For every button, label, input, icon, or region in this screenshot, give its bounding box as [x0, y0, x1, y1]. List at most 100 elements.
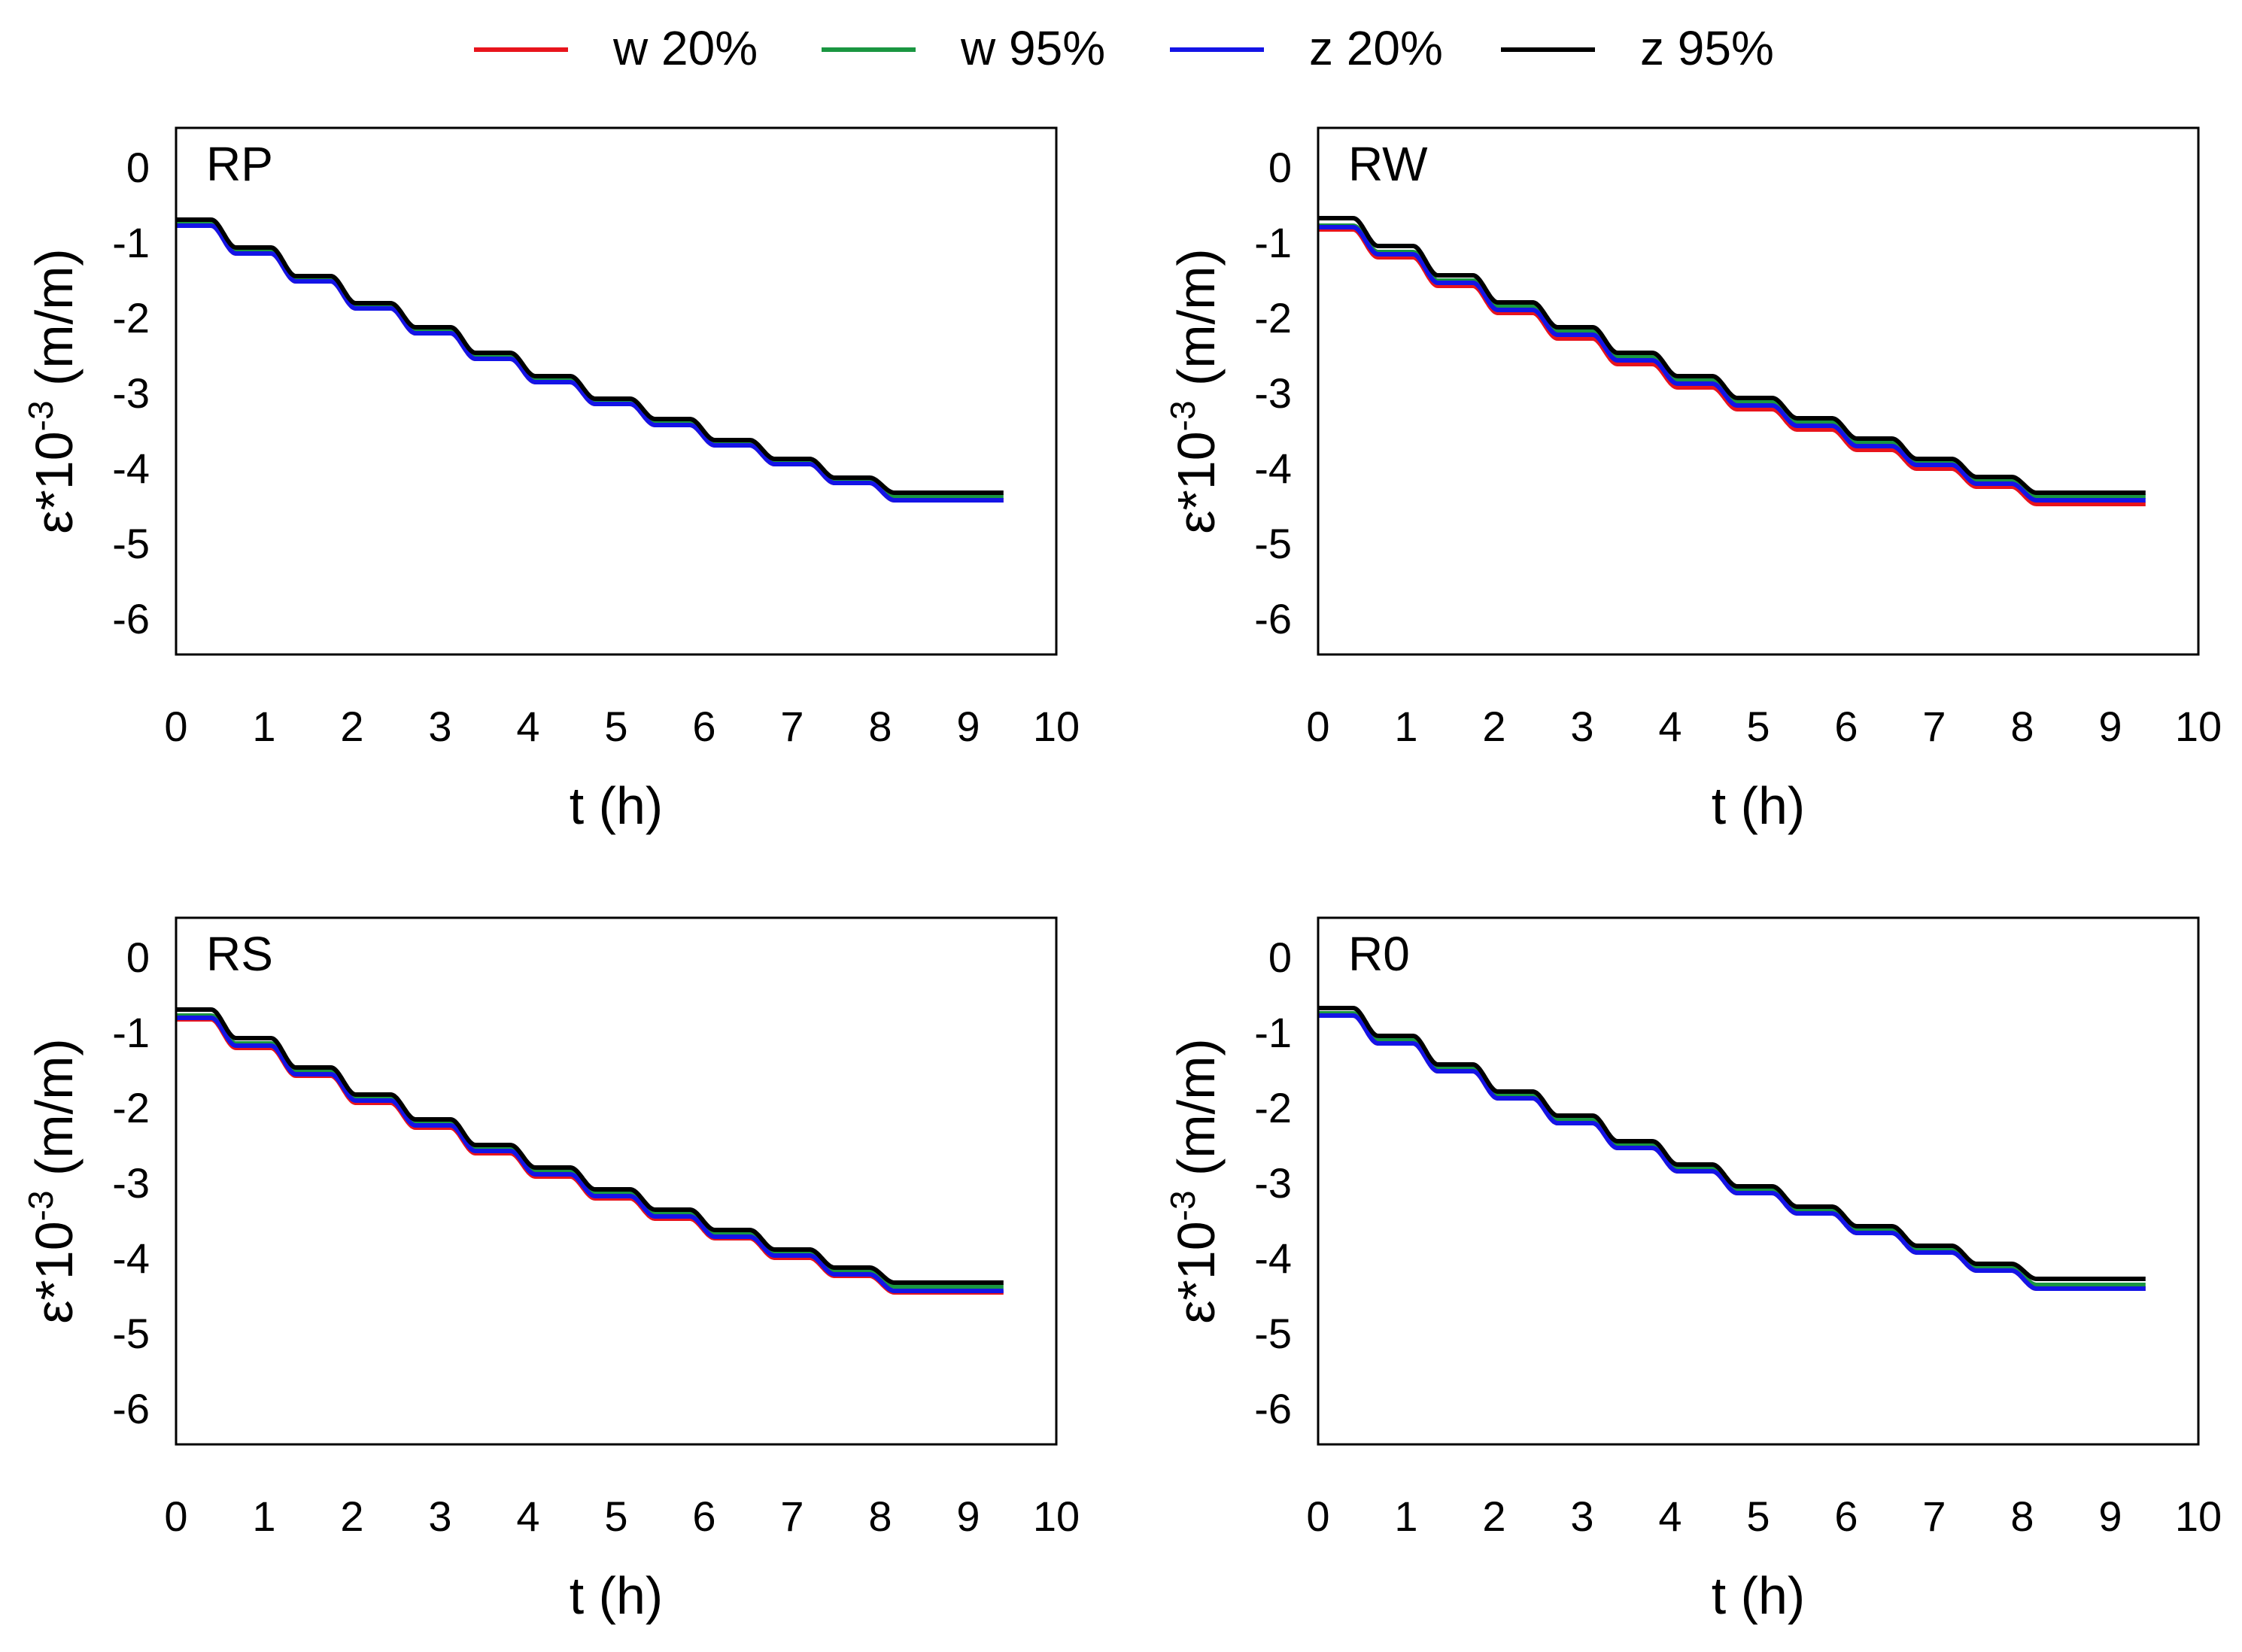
x-tick-label: 4 — [516, 703, 539, 750]
y-tick-label: 0 — [1268, 144, 1292, 191]
x-tick-label: 5 — [1746, 1493, 1770, 1540]
x-tick-label: 1 — [1394, 1493, 1417, 1540]
y-tick-label: -5 — [112, 520, 150, 567]
legend: w 20% w 95% z 20% z 95% — [474, 21, 1774, 75]
x-tick-label: 4 — [516, 1493, 539, 1540]
series-line-w-95- — [1317, 223, 2146, 499]
y-tick-label: -6 — [1254, 595, 1292, 642]
x-tick-label: 6 — [1834, 1493, 1858, 1540]
plot-frame — [175, 916, 1058, 1446]
x-tick-label: 4 — [1658, 1493, 1682, 1540]
plot-frame — [1317, 916, 2200, 1446]
y-tick-label: -2 — [112, 1084, 150, 1131]
series-line-w-20- — [175, 223, 1004, 503]
x-axis-label: t (h) — [1712, 1566, 1805, 1625]
legend-label-3: z 95% — [1640, 21, 1774, 75]
x-tick-label: 7 — [780, 703, 804, 750]
x-tick-label: 0 — [1306, 1493, 1329, 1540]
x-tick-label: 6 — [692, 703, 715, 750]
y-axis-label: ε*10-3 (m/m) — [1163, 1038, 1226, 1323]
series-line-z-95- — [1317, 1006, 2146, 1281]
y-tick-label: -2 — [112, 294, 150, 342]
series-line-z-95- — [1317, 216, 2146, 495]
series-line-z-20- — [175, 223, 1004, 503]
series-line-z-95- — [175, 1007, 1004, 1285]
series-line-z-20- — [175, 1016, 1004, 1293]
x-tick-label: 10 — [2175, 1493, 2222, 1540]
x-tick-label: 9 — [2098, 1493, 2122, 1540]
y-tick-label: -6 — [112, 1385, 150, 1432]
y-tick-label: -1 — [112, 219, 150, 266]
x-tick-label: 8 — [868, 703, 892, 750]
panels: RP0-1-2-3-4-5-60 1 2 3 4 5 6 7 8 9 10t (h)ε*10-3 (… — [21, 126, 2222, 1625]
x-tick-label: 2 — [340, 703, 363, 750]
plot-frame — [175, 126, 1058, 656]
y-tick-label: -5 — [1254, 520, 1292, 567]
panel-title: RP — [206, 137, 273, 191]
x-tick-label: 2 — [1482, 703, 1505, 750]
series-line-w-20- — [1317, 1013, 2146, 1291]
panel-title: RS — [206, 927, 273, 981]
x-tick-label: 8 — [2010, 1493, 2034, 1540]
y-tick-label: -3 — [1254, 1159, 1292, 1207]
legend-label-0: w 20% — [612, 21, 758, 75]
panel-title: RW — [1348, 137, 1428, 191]
x-tick-label: 5 — [604, 703, 627, 750]
x-tick-label: 7 — [780, 1493, 804, 1540]
y-tick-label: -1 — [1254, 219, 1292, 266]
y-tick-label: -2 — [1254, 294, 1292, 342]
y-axis-label: ε*10-3 (m/m) — [1163, 248, 1226, 533]
x-tick-label: 3 — [428, 1493, 451, 1540]
y-tick-label: -4 — [112, 445, 150, 492]
panel-title: R0 — [1348, 927, 1410, 981]
y-tick-label: -2 — [1254, 1084, 1292, 1131]
x-tick-label: 8 — [2010, 703, 2034, 750]
panel-RP: RP 0 -1 -2 -3 -4 -5 -6 0 1 2 3 4 5 6 7 8 9 10 t (h) ε*10-3 (… — [21, 126, 1080, 835]
y-tick-label: -4 — [1254, 445, 1292, 492]
x-tick-label: 10 — [1033, 703, 1080, 750]
y-tick-label: -6 — [112, 595, 150, 642]
y-tick-label: -4 — [112, 1234, 150, 1282]
x-tick-label: 0 — [164, 1493, 187, 1540]
x-tick-label: 6 — [692, 1493, 715, 1540]
y-tick-label: -6 — [1254, 1385, 1292, 1432]
y-tick-label: 0 — [1268, 934, 1292, 981]
x-tick-label: 5 — [1746, 703, 1770, 750]
series-line-w-20- — [175, 1017, 1004, 1295]
x-tick-label: 5 — [604, 1493, 627, 1540]
x-tick-label: 2 — [340, 1493, 363, 1540]
x-tick-label: 9 — [956, 703, 980, 750]
x-tick-label: 0 — [164, 703, 187, 750]
x-tick-label: 10 — [2175, 703, 2222, 750]
x-tick-label: 3 — [1570, 1493, 1593, 1540]
panel-RS: RS 0 -1 -2 -3 -4 -5 -6 0 1 2 3 4 5 6 7 8 9 10 t (h) ε*10-3 (… — [21, 916, 1080, 1625]
x-tick-label: 1 — [252, 703, 275, 750]
x-axis-label: t (h) — [570, 1566, 663, 1625]
x-tick-label: 4 — [1658, 703, 1682, 750]
x-tick-label: 8 — [868, 1493, 892, 1540]
y-tick-label: -5 — [1254, 1310, 1292, 1357]
x-tick-label: 7 — [1922, 703, 1946, 750]
series-line-w-95- — [175, 222, 1004, 499]
x-tick-label: 7 — [1922, 1493, 1946, 1540]
x-tick-label: 10 — [1033, 1493, 1080, 1540]
series-line-w-95- — [1317, 1011, 2146, 1287]
x-axis-label: t (h) — [1712, 776, 1805, 835]
y-tick-label: -5 — [112, 1310, 150, 1357]
y-axis-label: ε*10-3 (m/m) — [21, 248, 84, 533]
panel-R0: R0 0 -1 -2 -3 -4 -5 -6 0 1 2 3 4 5 6 7 8 9 10 t (h) ε*10-3 (… — [1163, 916, 2222, 1625]
series-line-z-95- — [175, 217, 1004, 495]
y-tick-label: -3 — [112, 1159, 150, 1207]
y-tick-label: -4 — [1254, 1234, 1292, 1282]
series-line-z-20- — [1317, 225, 2146, 503]
y-tick-label: -1 — [112, 1009, 150, 1056]
legend-label-2: z 20% — [1309, 21, 1443, 75]
x-tick-label: 3 — [428, 703, 451, 750]
y-tick-label: -1 — [1254, 1009, 1292, 1056]
panel-RW: RW 0 -1 -2 -3 -4 -5 -6 0 1 2 3 4 5 6 7 8 9 10 t (h) ε*10-3 (… — [1163, 126, 2222, 835]
y-tick-label: -3 — [112, 369, 150, 417]
x-tick-label: 3 — [1570, 703, 1593, 750]
x-tick-label: 1 — [1394, 703, 1417, 750]
x-tick-label: 9 — [2098, 703, 2122, 750]
